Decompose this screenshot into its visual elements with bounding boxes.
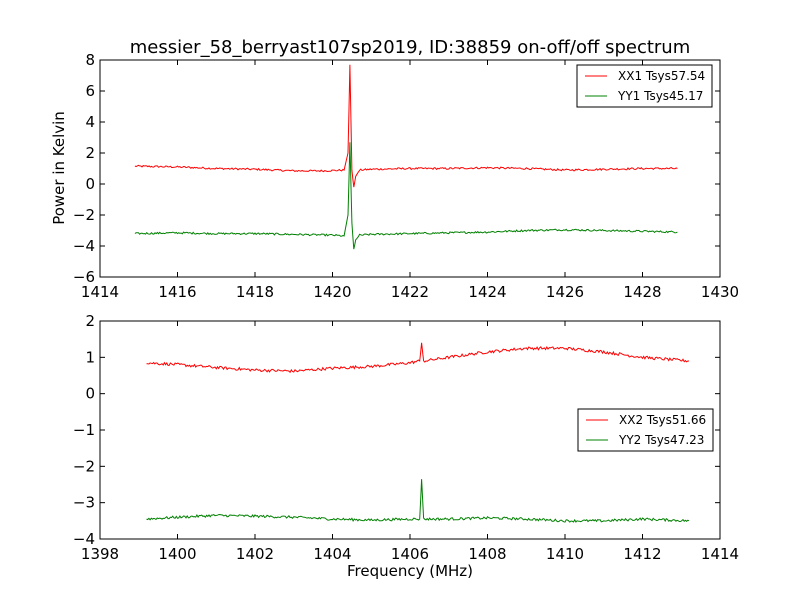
x-tick-label: 1428: [623, 283, 661, 301]
x-tick-label: 1424: [468, 283, 506, 301]
legend-box: [577, 408, 714, 452]
x-tick-label: 1430: [701, 283, 739, 301]
x-tick-label: 1402: [236, 545, 274, 563]
x-tick-label: 1408: [468, 545, 506, 563]
y-tick-label: 4: [85, 113, 95, 131]
top-plot-panel: 1414 1416 1418 1420 1422 1424 1426 1428 1430 −6 −4…: [73, 51, 739, 301]
y-tick-label: 6: [85, 82, 95, 100]
legend-label: YY1 Tsys45.17: [617, 89, 703, 103]
x-tick-label: 1414: [81, 283, 119, 301]
y-tick-label: 2: [85, 144, 95, 162]
y-tick-label: −1: [73, 421, 95, 439]
legend-box: [576, 64, 713, 108]
x-tick-label: 1420: [313, 283, 351, 301]
x-tick-label: 1426: [546, 283, 584, 301]
series-line-yy2: [146, 479, 690, 523]
x-tick-label: 1404: [313, 545, 351, 563]
legend-label: XX2 Tsys51.66: [619, 413, 706, 427]
y-tick-label: −2: [73, 206, 95, 224]
legend-label: YY2 Tsys47.23: [618, 433, 704, 447]
x-tick-label: 1410: [546, 545, 584, 563]
y-tick-label: −4: [73, 530, 95, 548]
series-line-yy1: [134, 142, 678, 250]
y-tick-label: 0: [85, 175, 95, 193]
x-tick-label: 1414: [701, 545, 739, 563]
y-tick-label: 0: [85, 385, 95, 403]
y-tick-label: −3: [73, 494, 95, 512]
series-line-xx2: [146, 342, 689, 374]
y-tick-label: −2: [73, 457, 95, 475]
series-line-xx1: [134, 64, 678, 188]
x-tick-label: 1400: [158, 545, 196, 563]
y-tick-label: 8: [85, 51, 95, 69]
x-tick-label: 1418: [236, 283, 274, 301]
y-tick-label: 1: [85, 348, 95, 366]
y-tick-label: −6: [73, 268, 95, 286]
x-tick-label: 1422: [391, 283, 429, 301]
x-tick-label: 1398: [81, 545, 119, 563]
x-tick-label: 1412: [623, 545, 661, 563]
y-tick-label: 2: [85, 312, 95, 330]
chart-title: messier_58_berryast107sp2019, ID:38859 o…: [130, 37, 691, 58]
legend-label: XX1 Tsys57.54: [618, 69, 705, 83]
x-axis-label: Frequency (MHz): [347, 562, 473, 580]
x-tick-label: 1406: [391, 545, 429, 563]
x-tick-label: 1416: [158, 283, 196, 301]
y-axis-label: Power in Kelvin: [50, 111, 68, 225]
y-tick-label: −4: [73, 237, 95, 255]
legend: XX1 Tsys57.54 YY1 Tsys45.17: [576, 64, 713, 108]
bottom-plot-panel: 1398 1400 1402 1404 1406 1408 1410 1412 1414 −4 −3…: [73, 312, 739, 563]
legend: XX2 Tsys51.66 YY2 Tsys47.23: [577, 408, 714, 452]
